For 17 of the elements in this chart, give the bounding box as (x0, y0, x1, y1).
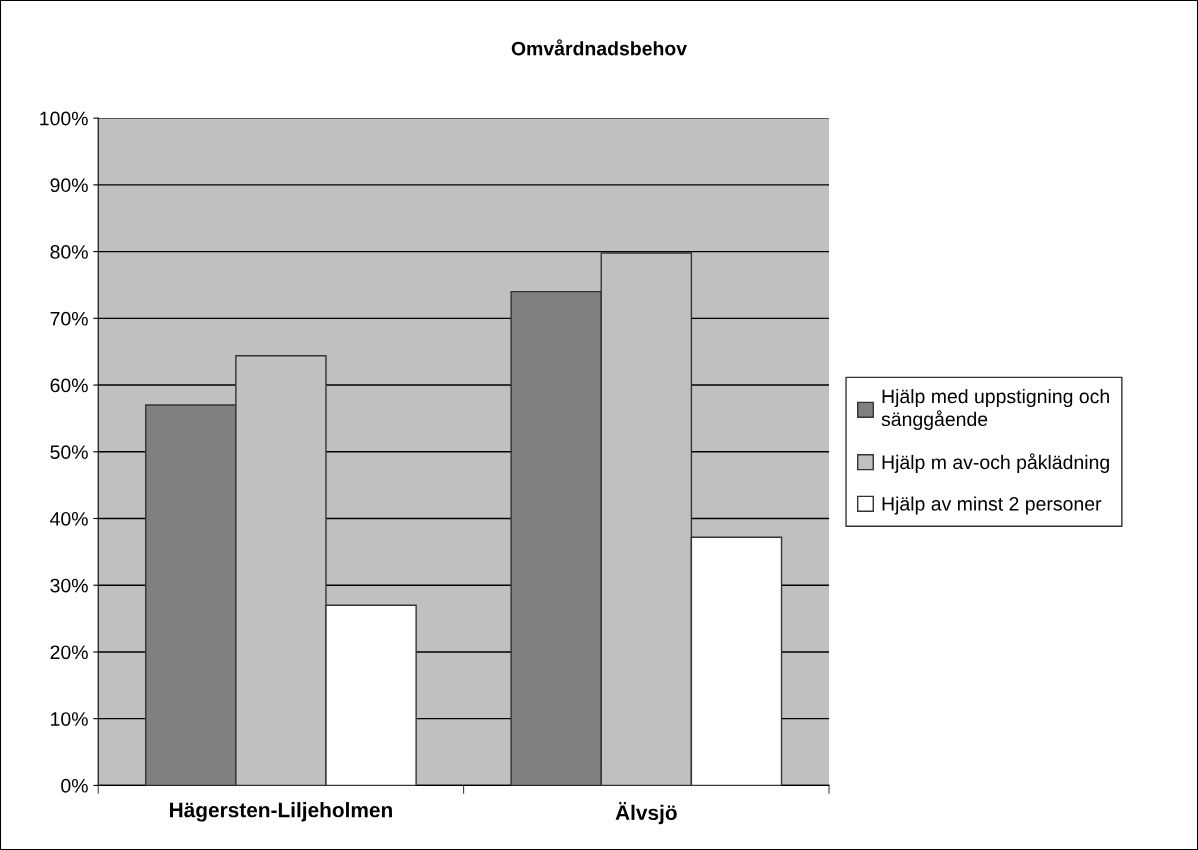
y-tick-label: 20% (50, 645, 88, 660)
legend-label: Hjälp med uppstigning och sänggående (881, 388, 1109, 430)
chart-title: Omvårdnadsbehov (511, 39, 687, 56)
y-tick-label: 30% (50, 578, 88, 593)
legend-label: Hjälp m av-och påklädning (882, 453, 1109, 473)
x-tick-label: Älvsjö (615, 802, 677, 825)
y-tick-label: 80% (50, 245, 88, 259)
y-tick-label: 0% (61, 778, 88, 793)
y-tick-label: 100% (40, 111, 88, 126)
y-tick-label: 60% (50, 378, 88, 393)
y-tick-label: 10% (51, 712, 88, 726)
x-tick-label: Hägersten-Liljeholmen (170, 802, 392, 822)
y-tick-label: 90% (50, 178, 88, 193)
y-tick-label: 70% (50, 311, 88, 326)
legend-label: Hjälp av minst 2 personer (882, 496, 1102, 515)
y-tick-label: 40% (50, 511, 88, 526)
y-tick-label: 50% (50, 445, 88, 460)
